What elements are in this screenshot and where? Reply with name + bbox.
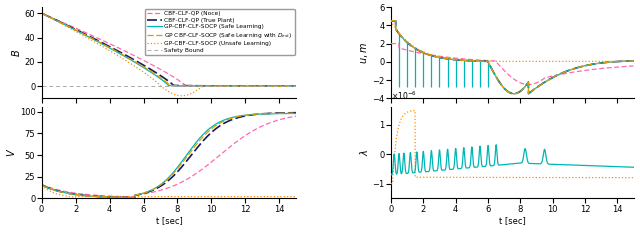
Legend: CBF-CLF-QP (Noce), CBF-CLF-QP (True Plant), GP-CBF-CLF-SOCP (Safe Learning), GP : CBF-CLF-QP (Noce), CBF-CLF-QP (True Plan… — [145, 9, 294, 55]
Text: $\times10^{-6}$: $\times10^{-6}$ — [391, 90, 417, 102]
X-axis label: t [sec]: t [sec] — [499, 216, 525, 225]
Y-axis label: $B$: $B$ — [10, 49, 22, 57]
Y-axis label: $\lambda$: $\lambda$ — [358, 149, 370, 157]
Y-axis label: $u,m$: $u,m$ — [358, 42, 370, 64]
X-axis label: t [sec]: t [sec] — [156, 216, 182, 225]
Y-axis label: $V$: $V$ — [5, 148, 17, 158]
